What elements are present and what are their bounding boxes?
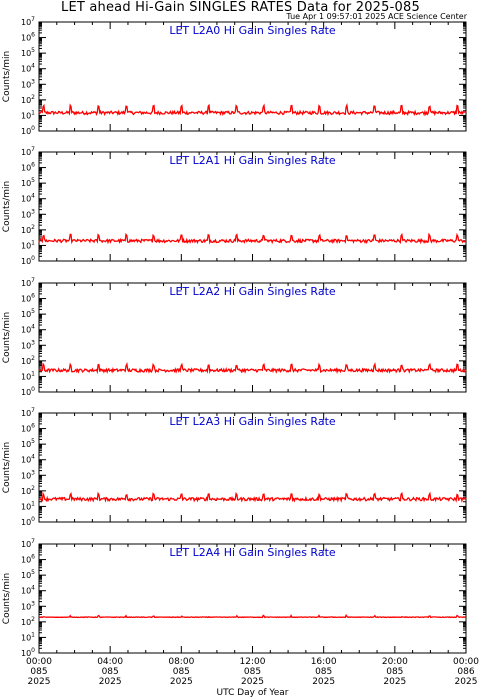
y-tick-label: 104 xyxy=(21,454,35,465)
x-tick-time: 16:00 xyxy=(311,657,337,667)
y-tick-label: 106 xyxy=(21,162,35,173)
x-tick-doy: 085 xyxy=(102,667,119,677)
x-tick-year: 2025 xyxy=(99,677,122,687)
x-tick-doy: 085 xyxy=(244,667,261,677)
y-tick-label: 101 xyxy=(21,631,35,642)
panel-frame xyxy=(38,151,467,262)
panel-title: LET L2A1 Hi Gain Singles Rate xyxy=(169,154,336,167)
x-tick-time: 00:00 xyxy=(453,657,479,667)
y-tick-label: 100 xyxy=(21,255,35,266)
y-axis-label: Counts/min xyxy=(2,51,12,102)
y-tick-label: 106 xyxy=(21,32,35,43)
y-tick-label: 103 xyxy=(21,339,35,350)
x-tick-year: 2025 xyxy=(170,677,193,687)
series-line xyxy=(38,361,467,375)
y-tick-label: 105 xyxy=(21,569,35,580)
y-tick-label: 107 xyxy=(21,16,35,27)
x-tick-doy: 085 xyxy=(386,667,403,677)
y-tick-label: 100 xyxy=(21,647,35,658)
x-tick-doy: 085 xyxy=(30,667,47,677)
y-tick-label: 106 xyxy=(21,554,35,565)
y-axis-label: Counts/min xyxy=(2,312,12,363)
panel-frame xyxy=(38,21,467,132)
y-tick-label: 105 xyxy=(21,47,35,58)
y-tick-label: 104 xyxy=(21,324,35,335)
y-tick-label: 104 xyxy=(21,63,35,74)
series-line xyxy=(38,102,467,117)
y-tick-label: 107 xyxy=(21,277,35,288)
y-tick-label: 102 xyxy=(21,485,35,496)
y-tick-label: 107 xyxy=(21,538,35,549)
x-tick-time: 00:00 xyxy=(26,657,52,667)
panel-3: 100 101 102 103 104 105 106 107 Counts/min LET L2… xyxy=(2,407,467,527)
panel-frame xyxy=(38,282,467,393)
panel-title: LET L2A0 Hi Gain Singles Rate xyxy=(169,24,336,37)
x-tick-time: 12:00 xyxy=(240,657,266,667)
x-tick-year: 2025 xyxy=(383,677,406,687)
y-tick-label: 104 xyxy=(21,193,35,204)
panel-2: 100 101 102 103 104 105 106 107 Counts/min LET L2… xyxy=(2,277,467,397)
y-axis-label: Counts/min xyxy=(2,573,12,624)
y-tick-label: 105 xyxy=(21,177,35,188)
x-tick-doy: 085 xyxy=(315,667,332,677)
y-tick-label: 107 xyxy=(21,407,35,418)
x-tick-time: 08:00 xyxy=(168,657,194,667)
y-tick-label: 106 xyxy=(21,293,35,304)
x-axis-label: UTC Day of Year xyxy=(217,688,289,698)
series-line xyxy=(38,613,467,619)
panel-title: LET L2A4 Hi Gain Singles Rate xyxy=(169,546,336,559)
panel-frame xyxy=(38,543,467,654)
panel-frame xyxy=(38,412,467,523)
panel-title: LET L2A3 Hi Gain Singles Rate xyxy=(169,415,336,428)
series-line xyxy=(38,232,467,245)
y-tick-label: 102 xyxy=(21,616,35,627)
y-tick-label: 107 xyxy=(21,146,35,157)
y-tick-label: 103 xyxy=(21,600,35,611)
y-tick-label: 103 xyxy=(21,78,35,89)
y-axis-label: Counts/min xyxy=(2,442,12,493)
y-tick-label: 104 xyxy=(21,585,35,596)
panel-1: 100 101 102 103 104 105 106 107 Counts/min LET L2… xyxy=(2,146,467,266)
main-title: LET ahead Hi-Gain SINGLES RATES Data for… xyxy=(61,0,420,15)
x-tick-year: 2025 xyxy=(28,677,51,687)
panel-title: LET L2A2 Hi Gain Singles Rate xyxy=(169,285,336,298)
x-tick-time: 04:00 xyxy=(97,657,123,667)
y-tick-label: 100 xyxy=(21,386,35,397)
panel-4: 100 101 102 103 104 105 106 107 Counts/min LET L2… xyxy=(2,538,467,658)
y-tick-label: 101 xyxy=(21,239,35,250)
x-tick-year: 2025 xyxy=(241,677,264,687)
y-tick-label: 106 xyxy=(21,423,35,434)
y-tick-label: 105 xyxy=(21,308,35,319)
y-tick-label: 101 xyxy=(21,500,35,511)
x-tick-doy: 085 xyxy=(173,667,190,677)
y-axis-label: Counts/min xyxy=(2,181,12,232)
x-tick-year: 2025 xyxy=(455,677,478,687)
panel-0: 100 101 102 103 104 105 106 107 Counts/min LET L2… xyxy=(2,16,467,136)
x-tick-time: 20:00 xyxy=(382,657,408,667)
y-tick-label: 100 xyxy=(21,516,35,527)
y-tick-label: 102 xyxy=(21,355,35,366)
y-tick-label: 102 xyxy=(21,94,35,105)
y-tick-label: 102 xyxy=(21,224,35,235)
series-line xyxy=(38,491,467,503)
y-tick-label: 103 xyxy=(21,208,35,219)
x-tick-doy: 086 xyxy=(457,667,474,677)
x-tick-year: 2025 xyxy=(312,677,335,687)
y-tick-label: 101 xyxy=(21,370,35,381)
y-tick-label: 101 xyxy=(21,109,35,120)
y-tick-label: 100 xyxy=(21,125,35,136)
y-tick-label: 105 xyxy=(21,438,35,449)
y-tick-label: 103 xyxy=(21,469,35,480)
timestamp: Tue Apr 1 09:57:01 2025 ACE Science Cent… xyxy=(286,12,467,21)
